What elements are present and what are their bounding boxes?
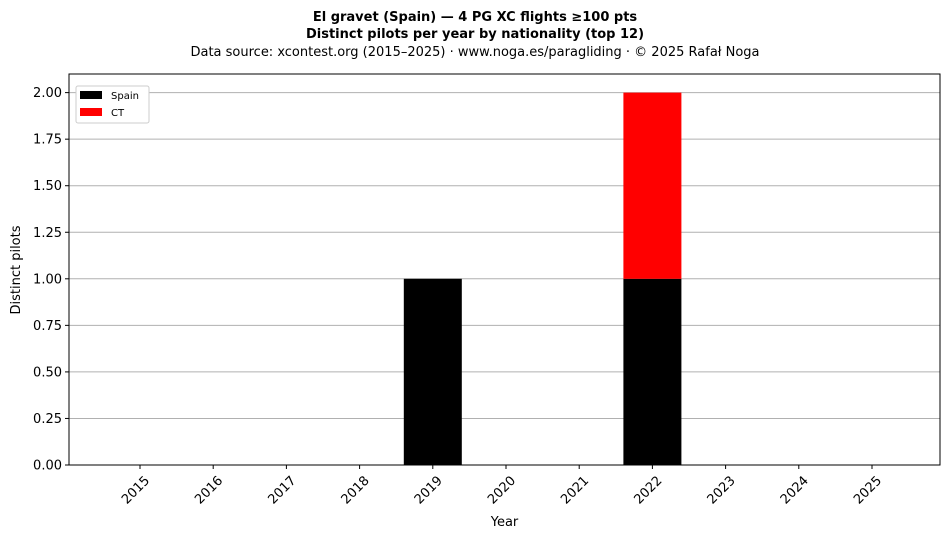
y-axis: 0.00 0.25 0.50 0.75 1.00 1.25 1.50 1.75 2.00 bbox=[33, 86, 69, 474]
grid-lines bbox=[69, 92, 940, 419]
x-tick-label: 2015 bbox=[119, 473, 153, 507]
legend: Spain CT bbox=[75, 85, 150, 124]
y-tick-label: 0.00 bbox=[33, 459, 62, 474]
y-axis-label: Distinct pilots bbox=[9, 225, 24, 314]
x-tick-label: 2017 bbox=[265, 473, 299, 507]
bars bbox=[403, 92, 682, 465]
legend-label-ct: CT bbox=[111, 108, 125, 119]
y-tick-label: 1.00 bbox=[33, 272, 62, 287]
y-tick-label: 0.75 bbox=[33, 319, 62, 334]
bar-spain-2022 bbox=[623, 278, 682, 465]
x-tick-label: 2020 bbox=[485, 473, 519, 507]
x-tick-label: 2018 bbox=[339, 473, 373, 507]
x-tick-label: 2019 bbox=[412, 473, 446, 507]
x-tick-label: 2024 bbox=[778, 473, 812, 507]
chart-subtitle: Data source: xcontest.org (2015–2025) · … bbox=[190, 45, 759, 60]
chart-title-line2: Distinct pilots per year by nationality … bbox=[306, 27, 644, 42]
x-axis-label: Year bbox=[490, 515, 519, 530]
y-tick-label: 1.75 bbox=[33, 133, 62, 148]
y-tick-label: 1.25 bbox=[33, 226, 62, 241]
legend-swatch-ct bbox=[80, 108, 102, 116]
x-tick-label: 2021 bbox=[558, 473, 592, 507]
x-axis: 2015 2016 2017 2018 2019 2020 2021 2022 2023 2024… bbox=[119, 465, 885, 507]
plot-frame bbox=[68, 73, 941, 466]
x-tick-label: 2025 bbox=[851, 473, 885, 507]
chart-title-line1: El gravet (Spain) — 4 PG XC flights ≥100… bbox=[313, 10, 638, 25]
y-tick-label: 0.25 bbox=[33, 412, 62, 427]
y-tick-label: 1.50 bbox=[33, 179, 62, 194]
bar-ct-2022 bbox=[623, 92, 682, 279]
y-tick-label: 2.00 bbox=[33, 86, 62, 101]
x-tick-label: 2016 bbox=[192, 473, 226, 507]
y-tick-label: 0.50 bbox=[33, 365, 62, 380]
legend-swatch-spain bbox=[80, 91, 102, 99]
legend-label-spain: Spain bbox=[111, 91, 139, 102]
bar-spain-2019 bbox=[403, 278, 462, 465]
x-tick-label: 2022 bbox=[631, 473, 665, 507]
x-tick-label: 2023 bbox=[705, 473, 739, 507]
